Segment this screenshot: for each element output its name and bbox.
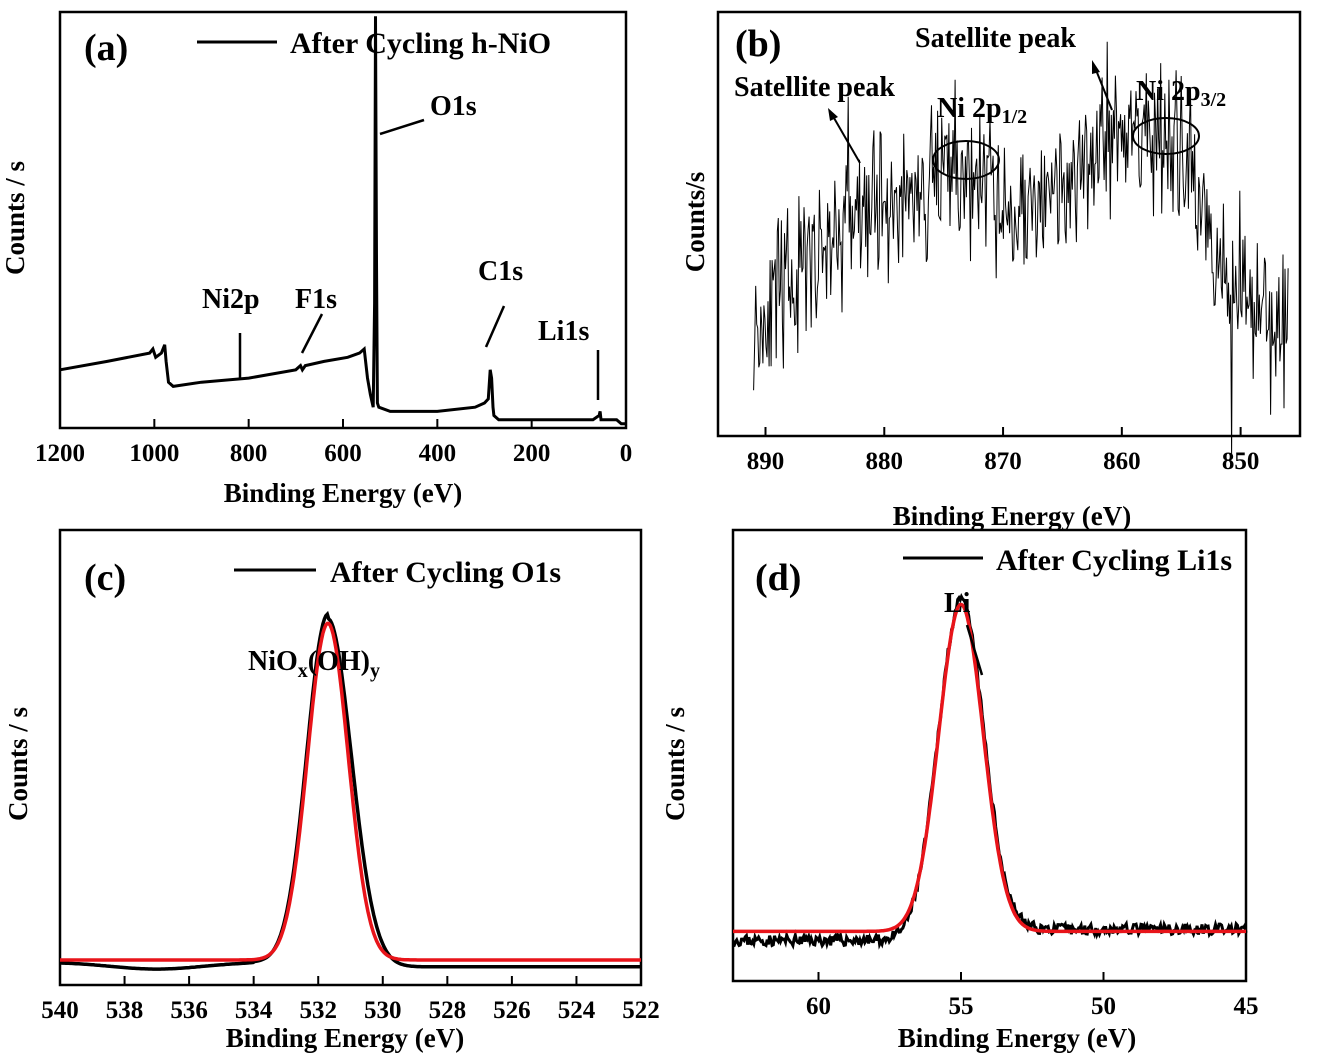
panel-d-frame — [731, 528, 1248, 983]
panel-c-x-tick-label: 524 — [558, 997, 596, 1024]
panel-d-label: (d) — [755, 557, 801, 599]
panel-a-x-tick-label: 600 — [324, 440, 362, 467]
panel-b-label: (b) — [735, 23, 781, 65]
panel-a-x-ticks: 1200 1000 800 600 400 200 0 — [35, 419, 632, 467]
panel-c-x-tick-label: 532 — [299, 997, 337, 1024]
panel-b-ellipse-ni2p32 — [1132, 117, 1200, 155]
panel-d-pointer-li — [965, 624, 984, 676]
panel-b-annotation-satellite-left: Satellite peak — [734, 72, 895, 103]
panel-c-annotation-mid: (OH) — [308, 646, 370, 677]
panel-a-annotation-c1s: C1s — [478, 256, 523, 287]
panel-b-ni2p12-main: Ni 2p — [937, 93, 1002, 124]
panel-a-x-tick-label: 200 — [513, 440, 551, 467]
panel-c-x-tick-label: 536 — [170, 997, 208, 1024]
panel-a-x-tick-label: 1000 — [129, 440, 179, 467]
panel-b-annotation-ni2p32: Ni 2p3/2 — [1136, 76, 1226, 111]
panel-c-ylabel: Counts / s — [3, 707, 33, 821]
panel-a-x-tick-label: 0 — [620, 440, 633, 467]
panel-b-annotation-ni2p12: Ni 2p1/2 — [937, 93, 1027, 128]
panel-b-x-tick-label: 850 — [1222, 448, 1260, 475]
panel-d-ylabel: Counts / s — [660, 707, 690, 821]
panel-b-ni2p32-sub: 3/2 — [1201, 89, 1227, 111]
panel-a-pointer-f1s — [300, 313, 324, 354]
panel-d-raw-line — [732, 593, 1248, 950]
panel-c-x-tick-label: 538 — [106, 997, 144, 1024]
panel-a-series-line — [59, 16, 626, 426]
panel-b-arrow-satellite-left — [833, 117, 861, 164]
panel-c-annotation-sub-x: x — [298, 660, 308, 682]
panel-a-annotation-o1s: O1s — [430, 91, 477, 122]
panel-c-x-ticks: 540 538 536 534 532 530 528 526 524 522 — [41, 976, 660, 1024]
panel-c-fit-line — [60, 621, 641, 962]
panel-b-ni2p12-sub: 1/2 — [1002, 106, 1028, 128]
panel-a-x-tick-label: 1200 — [35, 440, 85, 467]
panel-c-x-tick-label: 534 — [235, 997, 273, 1024]
panel-b-x-ticks: 890 880 870 860 850 — [747, 427, 1260, 475]
panel-d-legend-text: After Cycling Li1s — [996, 544, 1232, 577]
panel-d-x-tick-label: 50 — [1091, 993, 1116, 1020]
panel-b-ylabel: Counts/s — [680, 172, 710, 273]
panel-b-frame — [716, 10, 1302, 438]
panel-c-x-tick-label: 522 — [622, 997, 660, 1024]
panel-b-ni2p32-main: Ni 2p — [1136, 76, 1201, 107]
panel-b-arrow-satellite-right — [1095, 69, 1113, 111]
panel-b-x-tick-label: 860 — [1103, 448, 1141, 475]
panel-d-x-tick-label: 60 — [806, 993, 831, 1020]
panel-d-xlabel: Binding Energy (eV) — [898, 1023, 1137, 1053]
panel-c-xlabel: Binding Energy (eV) — [226, 1023, 465, 1053]
panel-c-annotation-sub-y: y — [370, 660, 380, 682]
panel-b-ellipse-ni2p12 — [932, 140, 1000, 180]
panel-a-pointer-o1s — [379, 118, 425, 136]
panel-a-x-tick-label: 800 — [230, 440, 268, 467]
panel-c-x-tick-label: 528 — [429, 997, 467, 1024]
panel-a: 1200 1000 800 600 400 200 0 (a) After Cycling … — [0, 10, 632, 508]
panel-d: 60 55 50 45 (d) After Cycling Li1s Binding … — [660, 528, 1259, 1053]
panel-b: 890 880 870 860 850 (b) Binding Energy (eV) … — [680, 10, 1302, 531]
panel-b-annotation-satellite-right: Satellite peak — [915, 23, 1076, 54]
panel-d-fit-line — [733, 602, 1246, 934]
panel-a-x-tick-label: 400 — [419, 440, 457, 467]
panel-c-x-tick-label: 526 — [493, 997, 531, 1024]
panel-c-annotation-niox-oh-y: NiOx(OH)y — [248, 646, 380, 682]
panel-d-annotation-li: Li — [944, 588, 971, 619]
panel-d-x-ticks: 60 55 50 45 — [806, 972, 1259, 1020]
panel-b-arrowhead-satellite-left — [828, 108, 838, 121]
panel-a-annotation-f1s: F1s — [295, 284, 337, 315]
panel-d-x-tick-label: 45 — [1234, 993, 1259, 1020]
panel-a-pointer-c1s — [484, 305, 506, 348]
panel-a-label: (a) — [84, 27, 128, 69]
panel-d-x-tick-label: 55 — [949, 993, 974, 1020]
panel-c-label: (c) — [84, 557, 126, 599]
panel-c-frame — [58, 528, 643, 987]
panel-a-annotation-ni2p: Ni2p — [202, 284, 260, 315]
panel-b-xlabel: Binding Energy (eV) — [893, 501, 1132, 531]
panel-a-xlabel: Binding Energy (eV) — [224, 478, 463, 508]
panel-c-legend-text: After Cycling O1s — [330, 556, 561, 589]
panel-c-x-tick-label: 540 — [41, 997, 79, 1024]
panel-c-raw-line — [60, 610, 641, 971]
panel-c-x-tick-label: 530 — [364, 997, 402, 1024]
panel-b-x-tick-label: 890 — [747, 448, 785, 475]
panel-b-arrowhead-satellite-right — [1092, 60, 1100, 74]
panel-a-annotation-li1s: Li1s — [538, 316, 589, 347]
panel-b-series-line — [753, 41, 1289, 458]
panel-a-frame — [58, 10, 628, 430]
panel-a-legend-text: After Cycling h-NiO — [290, 27, 551, 60]
panel-c-annotation-main: NiO — [248, 646, 298, 677]
panel-b-x-tick-label: 880 — [866, 448, 904, 475]
panel-c: 540 538 536 534 532 530 528 526 524 522 (c) After… — [3, 528, 660, 1053]
panel-b-x-tick-label: 870 — [984, 448, 1022, 475]
panel-a-ylabel: Counts / s — [0, 161, 30, 275]
